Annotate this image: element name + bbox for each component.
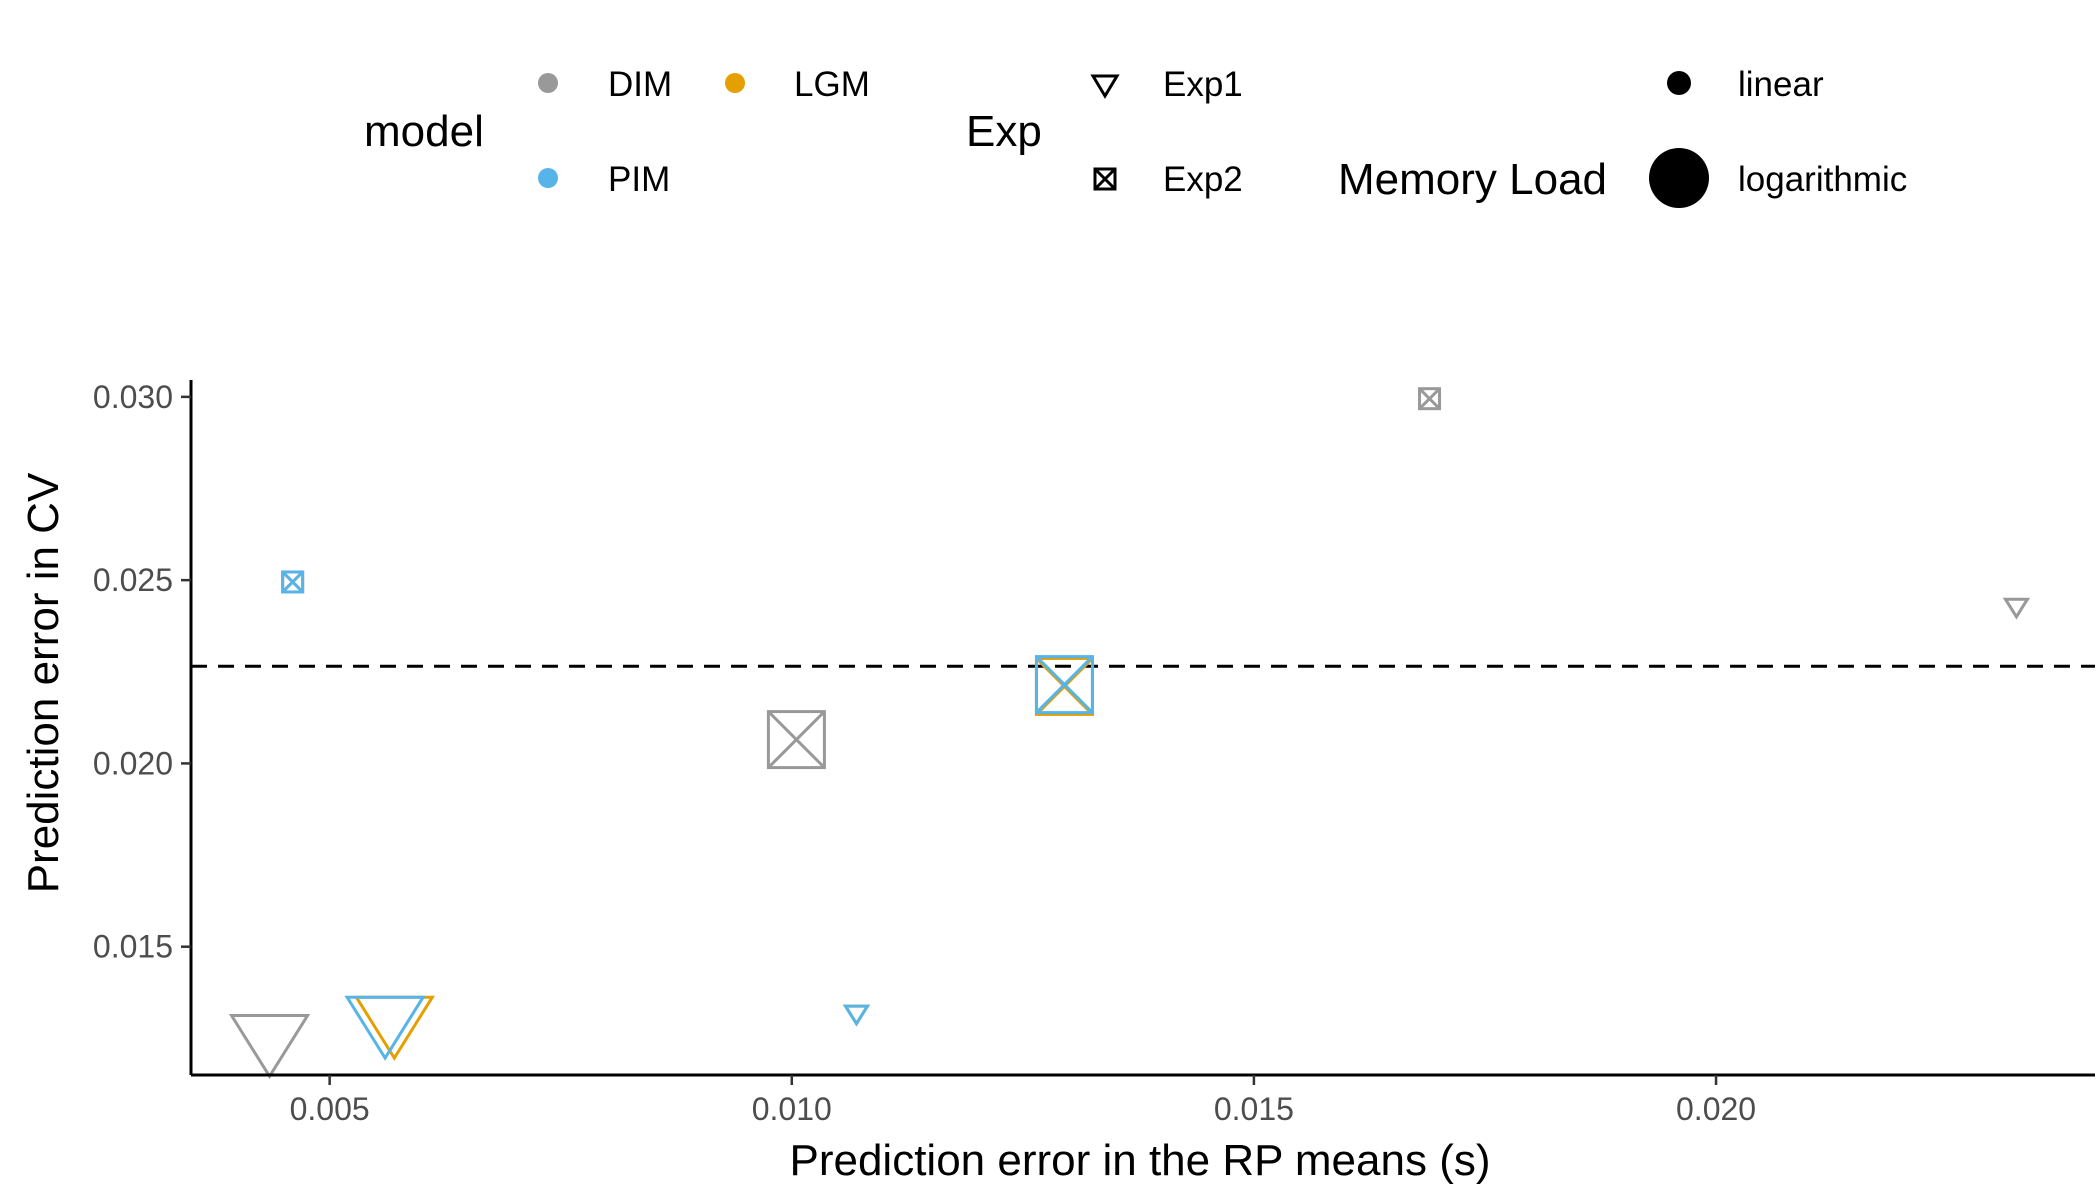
x-axis-ticks: 0.005 0.010 0.015 0.020: [290, 1075, 1756, 1127]
point-dim-exp1-linear: [2002, 597, 2031, 620]
legend-model-pim-swatch: [538, 168, 558, 188]
legend-linear-label: linear: [1738, 65, 1824, 104]
y-tick-label: 0.015: [93, 929, 173, 965]
legend-memory-load: Memory Load linear logarithmic: [1338, 65, 1907, 208]
x-tick-label: 0.020: [1676, 1091, 1756, 1127]
plot-area: 0.005 0.010 0.015 0.020 0.015 0.020 0.025 0.03…: [93, 379, 2095, 1127]
point-pim-exp1-linear: [842, 1004, 871, 1027]
legend-model-title: model: [364, 107, 484, 156]
legend-exp1-triangle-icon: [1090, 74, 1120, 99]
y-tick-label: 0.030: [93, 379, 173, 415]
y-tick-label: 0.025: [93, 562, 173, 598]
legend-memory-load-title: Memory Load: [1338, 155, 1607, 204]
legend-logarithmic-swatch: [1649, 148, 1709, 208]
y-tick-label: 0.020: [93, 745, 173, 781]
x-tick-label: 0.010: [752, 1091, 832, 1127]
point-dim-exp2-linear: [1418, 387, 1442, 411]
legend-model-dim-label: DIM: [608, 65, 672, 104]
point-dim-exp2-logarithmic: [766, 710, 826, 770]
legend-logarithmic-label: logarithmic: [1738, 160, 1907, 199]
point-pim-exp2-logarithmic: [1034, 655, 1094, 715]
legend-exp2-label: Exp2: [1163, 160, 1243, 199]
legend-exp: Exp Exp1 Exp2: [966, 65, 1243, 199]
point-pim-exp2-linear: [281, 570, 305, 594]
y-axis-ticks: 0.015 0.020 0.025 0.030: [93, 379, 191, 965]
x-tick-label: 0.005: [290, 1091, 370, 1127]
legend-model-lgm-swatch: [725, 73, 745, 93]
legend-exp2-square-x-icon: [1093, 167, 1117, 191]
x-axis-title: Prediction error in the RP means (s): [789, 1136, 1490, 1185]
legend-exp-title: Exp: [966, 107, 1042, 156]
point-pim-exp1-logarithmic: [344, 995, 426, 1061]
legend-model-pim-label: PIM: [608, 160, 670, 199]
x-tick-label: 0.015: [1214, 1091, 1294, 1127]
legend-model-dim-swatch: [538, 73, 558, 93]
legend-model-lgm-label: LGM: [794, 65, 870, 104]
y-axis-title: Prediction error in CV: [19, 472, 68, 893]
point-dim-exp1-logarithmic: [228, 1014, 311, 1080]
legend-linear-swatch: [1667, 71, 1691, 95]
legend-exp1-label: Exp1: [1163, 65, 1243, 104]
data-points: [228, 387, 2031, 1080]
legend-model: model DIM LGM PIM: [364, 65, 870, 199]
